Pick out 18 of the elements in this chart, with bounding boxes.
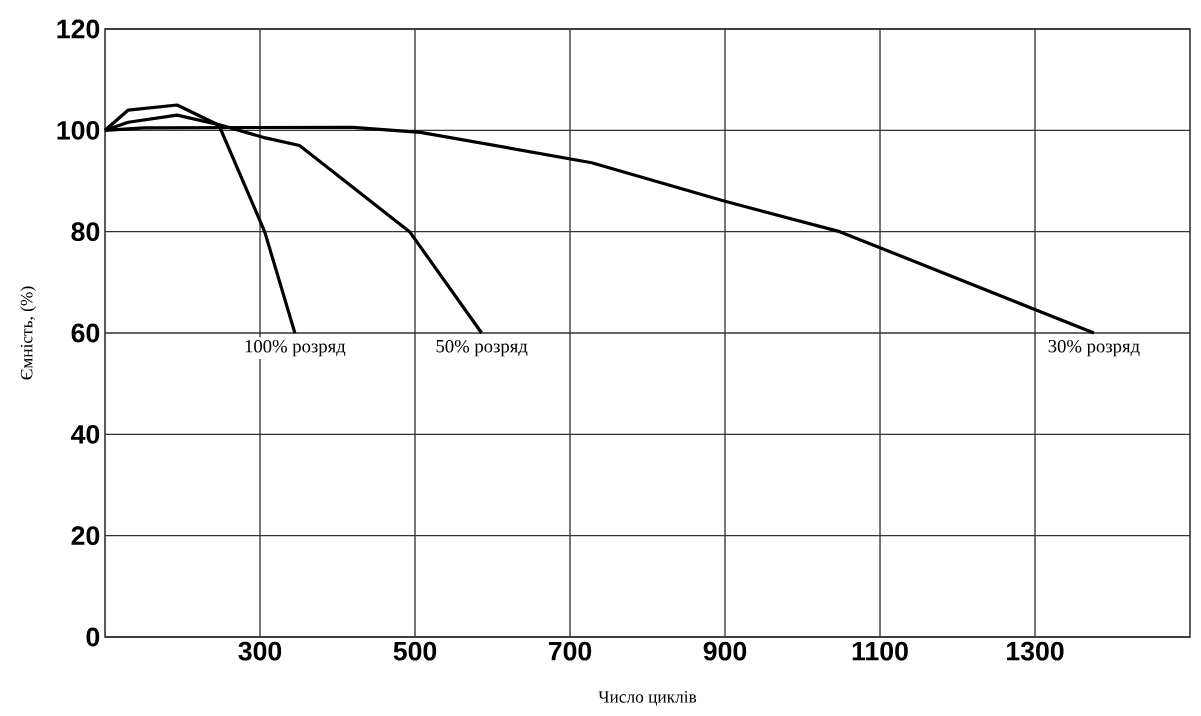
x-tick-label: 1300 bbox=[1007, 641, 1064, 661]
x-tick-label: 700 bbox=[548, 641, 592, 661]
y-tick-label: 120 bbox=[57, 19, 100, 39]
y-tick-label: 100 bbox=[57, 120, 100, 140]
y-tick-label: 80 bbox=[71, 222, 100, 242]
y-tick-label: 20 bbox=[71, 526, 100, 546]
y-tick-label: 60 bbox=[71, 323, 100, 343]
x-tick-label: 900 bbox=[703, 641, 747, 661]
y-tick-label: 40 bbox=[71, 424, 100, 444]
annotation: 30% розряд bbox=[1048, 339, 1140, 357]
x-tick-label: 300 bbox=[238, 641, 282, 661]
x-axis-title: Число циклів bbox=[598, 691, 697, 706]
y-axis-title: Ємність, (%) bbox=[20, 286, 36, 380]
annotation: 50% розряд bbox=[436, 339, 528, 357]
x-tick-label: 1100 bbox=[852, 641, 908, 661]
y-tick-label: 0 bbox=[86, 627, 100, 647]
annotation: 100% розряд bbox=[245, 339, 346, 357]
x-tick-label: 500 bbox=[393, 641, 437, 661]
